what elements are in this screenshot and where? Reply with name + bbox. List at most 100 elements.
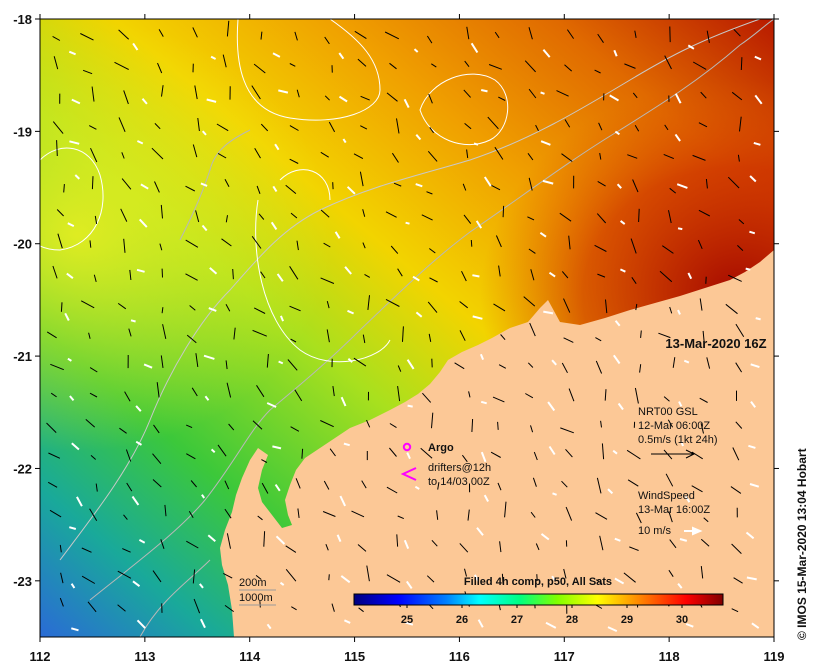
current-legend-line3: 0.5m/s (1kt 24h) — [638, 434, 717, 446]
current-vector — [627, 154, 638, 159]
wind-vector — [201, 130, 207, 136]
current-vector — [668, 569, 674, 577]
current-vector — [428, 248, 436, 254]
wind-vector — [347, 309, 355, 315]
current-vector — [194, 85, 198, 100]
wind-vector — [64, 312, 70, 321]
current-vector — [118, 117, 126, 132]
drifters-label-line2: to 14/03 00Z — [428, 476, 490, 488]
isobaths — [40, 19, 774, 637]
current-vector — [527, 216, 535, 221]
current-vector — [186, 453, 196, 460]
wind-vector — [143, 363, 153, 369]
current-vector — [663, 153, 674, 160]
current-vector — [226, 382, 232, 398]
current-vector — [530, 511, 536, 518]
wind-vector — [346, 186, 356, 195]
current-vector — [90, 455, 97, 460]
current-vector — [326, 329, 330, 343]
wind-vector — [750, 401, 757, 408]
wind-vector — [612, 449, 618, 455]
current-vector — [256, 385, 265, 398]
wind-vector — [480, 89, 488, 93]
current-vector — [49, 509, 62, 518]
current-vector — [596, 477, 602, 494]
current-vector — [627, 479, 639, 487]
current-vector — [658, 332, 671, 339]
current-vector — [431, 539, 438, 547]
map-frame — [39, 18, 775, 638]
wind-vector — [619, 220, 626, 225]
isobath-1000m — [59, 19, 761, 561]
current-vector — [323, 242, 331, 248]
current-vector — [91, 86, 95, 102]
wind-vector — [207, 534, 216, 542]
current-vector — [129, 269, 132, 281]
current-vector — [93, 274, 97, 283]
current-vector — [402, 326, 404, 342]
current-vector — [559, 212, 572, 222]
ssh-contour-4 — [255, 199, 391, 363]
wind-vector — [201, 224, 208, 232]
current-vector — [152, 479, 162, 488]
current-vector — [533, 451, 538, 461]
current-vector — [52, 121, 64, 134]
current-vector — [120, 208, 128, 222]
wind-vector — [279, 315, 285, 322]
current-vector — [391, 152, 399, 163]
current-vector — [126, 482, 133, 492]
wind-vector — [141, 98, 148, 105]
wind-vector — [403, 98, 410, 109]
current-vector — [295, 478, 301, 489]
current-scale-arrow-icon — [651, 449, 696, 459]
wind-vector — [542, 179, 554, 185]
current-vector — [462, 183, 467, 191]
current-vector — [228, 423, 235, 431]
wind-vector — [745, 267, 751, 271]
lat-tick-label: -23 — [13, 574, 32, 589]
current-vector — [60, 302, 63, 312]
current-vector — [289, 266, 299, 280]
current-vector — [668, 210, 672, 224]
wind-vector — [746, 576, 757, 581]
wind-vector — [403, 539, 410, 549]
current-vector — [63, 184, 65, 193]
current-vector — [738, 219, 745, 225]
wind-vector — [132, 580, 141, 587]
wind-vector — [138, 539, 146, 544]
wind-vector — [203, 354, 215, 360]
wind-vector — [407, 404, 413, 408]
current-vector — [257, 515, 263, 521]
current-vector — [397, 268, 403, 277]
current-vector — [185, 185, 196, 192]
current-vector — [530, 425, 534, 433]
current-vector — [117, 570, 132, 579]
current-vector — [523, 296, 536, 307]
wind-vector — [543, 310, 554, 315]
lon-tick-label: 116 — [449, 649, 470, 664]
current-vector — [253, 307, 266, 314]
current-vector — [535, 124, 539, 132]
current-vector — [384, 31, 400, 40]
current-vector — [88, 125, 97, 130]
current-vector — [260, 31, 263, 40]
wind-vector — [475, 220, 483, 229]
wind-vector — [71, 98, 81, 105]
current-vector — [393, 182, 402, 187]
current-vector — [638, 208, 640, 223]
current-vector — [186, 424, 193, 429]
current-vector — [326, 300, 330, 309]
current-vector — [258, 213, 265, 220]
current-vector — [504, 501, 507, 518]
wind-vector — [677, 227, 683, 231]
current-vector — [320, 277, 335, 284]
current-vector — [255, 575, 262, 580]
current-vector — [320, 151, 329, 158]
current-vector — [733, 28, 741, 37]
current-vector — [191, 387, 198, 397]
current-vector — [426, 575, 435, 583]
wind-vector — [548, 271, 556, 278]
wind-vector — [206, 98, 217, 103]
current-vector — [216, 123, 229, 132]
latitude-axis: -18 -19 -20 -21 -22 -23 — [13, 12, 779, 589]
